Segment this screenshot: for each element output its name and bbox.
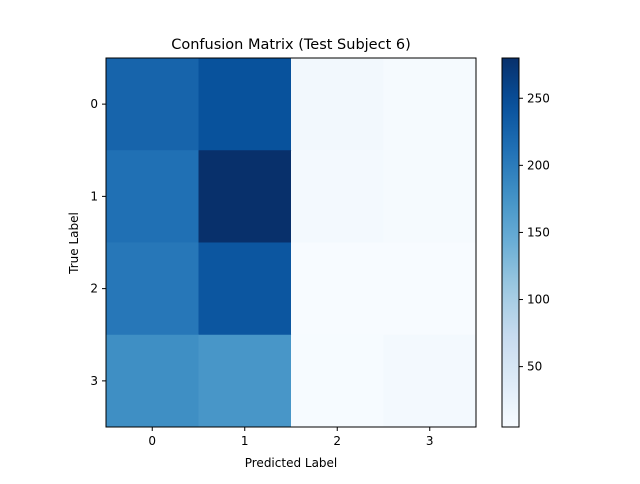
colorbar-tick-label: 50 [527, 360, 542, 374]
x-axis-label: Predicted Label [245, 456, 338, 470]
heatmap-cell-r0-c2 [291, 58, 384, 151]
y-tick-label: 2 [90, 282, 98, 296]
y-axis-ticks: 0 1 2 3 [90, 97, 106, 388]
x-tick-label: 1 [241, 434, 249, 448]
heatmap-cell-r3-c1 [198, 334, 292, 428]
colorbar-tick-label: 200 [527, 158, 550, 172]
heatmap-cell-r3-c3 [383, 334, 477, 428]
chart-title: Confusion Matrix (Test Subject 6) [171, 37, 411, 53]
colorbar-tick-label: 250 [527, 91, 550, 105]
heatmap-cell-r0-c1 [198, 58, 292, 151]
x-tick-label: 3 [426, 434, 434, 448]
x-tick-label: 0 [148, 434, 156, 448]
heatmap-cell-r3-c0 [106, 334, 199, 428]
heatmap-cell-r1-c3 [383, 150, 477, 243]
x-axis-ticks: 0 1 2 3 [148, 427, 434, 448]
heatmap-cell-r2-c3 [383, 242, 477, 336]
colorbar-tick-label: 100 [527, 293, 550, 307]
heatmap-cell-r1-c2 [291, 150, 384, 243]
heatmap-cell-r1-c1 [198, 150, 292, 243]
colorbar-frame [501, 57, 520, 428]
colorbar-tick-label: 150 [527, 225, 550, 239]
y-tick-label: 3 [90, 374, 98, 388]
colorbar-ticks: 50 100 150 200 250 [519, 91, 550, 374]
heatmap-cell-r0-c0 [106, 58, 199, 151]
colorbar [502, 58, 519, 427]
y-axis-label: True Label [67, 212, 81, 275]
heatmap-cell-r0-c3 [383, 58, 477, 151]
heatmap-cell-r2-c0 [106, 242, 199, 336]
heatmap-cell-r2-c1 [198, 242, 292, 336]
x-tick-label: 2 [333, 434, 341, 448]
heatmap-cells [106, 58, 477, 428]
y-tick-label: 1 [90, 189, 98, 203]
y-tick-label: 0 [90, 97, 98, 111]
heatmap-cell-r1-c0 [106, 150, 199, 243]
heatmap-cell-r3-c2 [291, 334, 384, 428]
heatmap-cell-r2-c2 [291, 242, 384, 336]
plot-frame [105, 57, 477, 428]
